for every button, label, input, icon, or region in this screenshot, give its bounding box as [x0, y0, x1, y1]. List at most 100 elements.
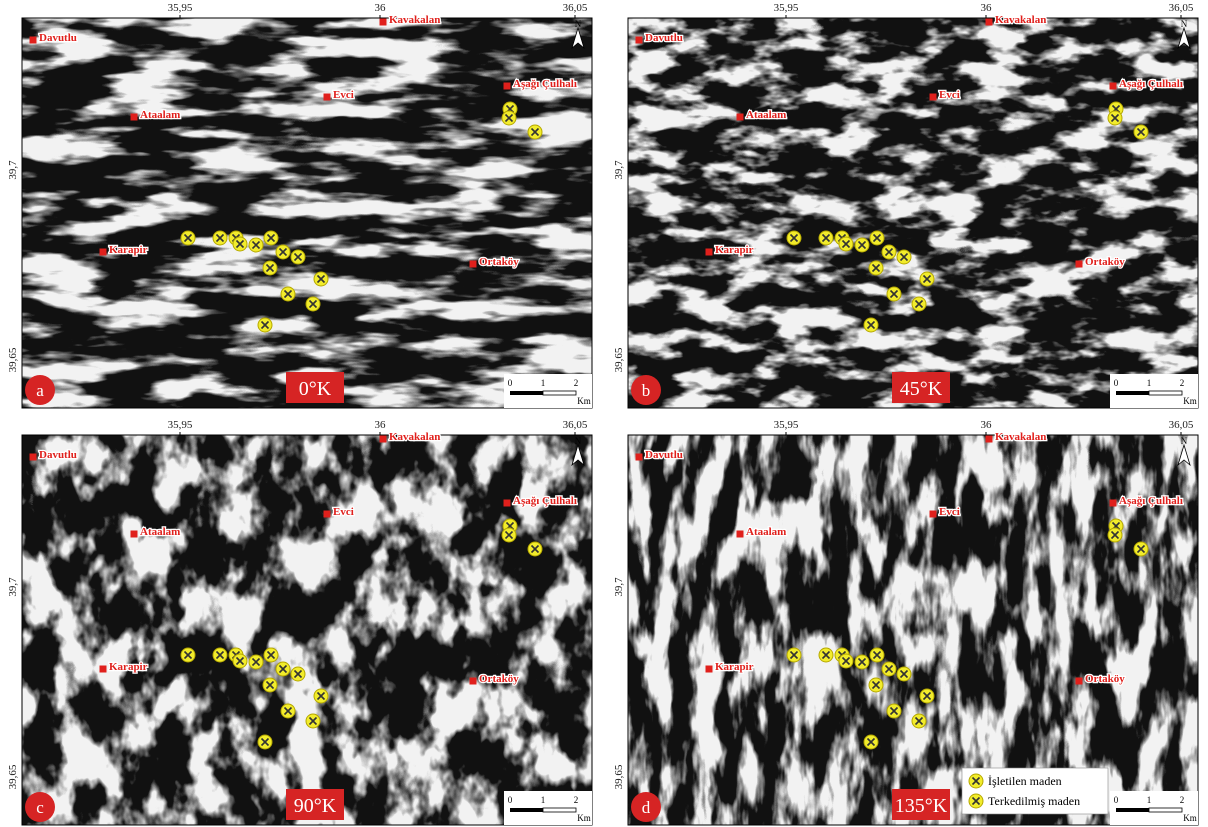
place-label: Evci: [333, 506, 354, 518]
top-tick-label: 35,95: [774, 2, 799, 14]
mine-marker: [870, 231, 884, 245]
place-label: Ortaköy: [479, 256, 519, 268]
mine-marker: [281, 704, 295, 718]
mine-marker: [258, 735, 272, 749]
hillshade: [628, 435, 1198, 825]
left-tick-label: 39,65: [613, 347, 625, 372]
scale-label: 2: [1180, 378, 1185, 388]
scale-label: 2: [1180, 795, 1185, 805]
place-label: Karapir: [715, 661, 754, 673]
left-tick-label: 39,7: [613, 160, 625, 180]
panel-letter: c: [36, 798, 44, 817]
top-tick-label: 35,95: [774, 419, 799, 431]
angle-label: 0°K: [299, 378, 332, 400]
left-tick-label: 39,7: [7, 577, 19, 597]
place-marker: [737, 114, 744, 121]
mine-marker: [819, 231, 833, 245]
scale-label: 2: [574, 378, 579, 388]
scale-seg: [510, 808, 543, 812]
hillshade: [22, 435, 592, 825]
mine-marker: [855, 655, 869, 669]
scale-unit: Km: [577, 813, 591, 823]
place-marker: [100, 249, 107, 256]
place-marker: [706, 666, 713, 673]
left-tick-label: 39,7: [613, 577, 625, 597]
scale-bar: 012Km: [1110, 791, 1198, 825]
legend-label: İşletilen maden: [988, 774, 1062, 788]
place-marker: [1110, 500, 1117, 507]
top-tick-label: 36: [375, 419, 387, 431]
mine-marker: [314, 689, 328, 703]
place-label: Ataalam: [140, 526, 180, 538]
place-label: Ortaköy: [1085, 673, 1125, 685]
mine-marker: [969, 794, 983, 808]
mine-marker: [787, 648, 801, 662]
mine-marker: [281, 287, 295, 301]
scale-seg: [1116, 808, 1149, 812]
place-label: Ataalam: [746, 526, 786, 538]
place-label: Karapir: [109, 244, 148, 256]
mine-marker: [263, 261, 277, 275]
scale-seg: [543, 808, 576, 812]
scale-label: 1: [1147, 795, 1152, 805]
mine-marker: [213, 648, 227, 662]
left-tick-label: 39,65: [7, 347, 19, 372]
top-tick-label: 36: [375, 2, 387, 14]
top-tick-label: 35,95: [168, 419, 193, 431]
place-label: Aşağı Çulhalı: [513, 78, 577, 90]
place-marker: [324, 511, 331, 518]
mine-marker: [528, 542, 542, 556]
place-marker: [504, 500, 511, 507]
place-label: Aşağı Çulhalı: [1119, 495, 1183, 507]
north-label: N: [575, 19, 582, 29]
place-marker: [100, 666, 107, 673]
mine-marker: [314, 272, 328, 286]
place-marker: [636, 454, 643, 461]
scale-bar: 012Km: [504, 374, 592, 408]
scale-label: 1: [1147, 378, 1152, 388]
place-marker: [131, 531, 138, 538]
place-label: Karapir: [715, 244, 754, 256]
place-label: Ataalam: [746, 109, 786, 121]
mine-marker: [264, 231, 278, 245]
mine-marker: [839, 237, 853, 251]
place-label: Davutlu: [645, 32, 683, 44]
place-marker: [930, 511, 937, 518]
scale-seg: [1116, 391, 1149, 395]
mine-marker: [1108, 528, 1122, 542]
mine-marker: [882, 245, 896, 259]
place-label: Kavakalan: [389, 431, 440, 443]
top-tick-label: 36,05: [563, 2, 588, 14]
north-label: N: [1181, 19, 1188, 29]
mine-marker: [258, 318, 272, 332]
scale-seg: [510, 391, 543, 395]
mine-marker: [306, 714, 320, 728]
place-marker: [986, 436, 993, 443]
mine-marker: [276, 662, 290, 676]
top-tick-label: 36,05: [563, 419, 588, 431]
place-label: Kavakalan: [389, 14, 440, 26]
place-marker: [737, 531, 744, 538]
angle-label: 135°K: [895, 795, 948, 817]
place-marker: [706, 249, 713, 256]
place-label: Evci: [939, 506, 960, 518]
left-tick-label: 39,7: [7, 160, 19, 180]
place-marker: [986, 19, 993, 26]
mine-marker: [869, 261, 883, 275]
mine-marker: [502, 528, 516, 542]
hillshade: [22, 18, 592, 408]
place-marker: [131, 114, 138, 121]
scale-label: 0: [508, 378, 513, 388]
mine-marker: [181, 648, 195, 662]
mine-marker: [819, 648, 833, 662]
panel-letter: a: [36, 381, 44, 400]
place-label: Kavakalan: [995, 431, 1046, 443]
place-label: Evci: [939, 89, 960, 101]
panel-letter: b: [642, 381, 651, 400]
mine-marker: [306, 297, 320, 311]
mine-marker: [276, 245, 290, 259]
place-label: Aşağı Çulhalı: [1119, 78, 1183, 90]
